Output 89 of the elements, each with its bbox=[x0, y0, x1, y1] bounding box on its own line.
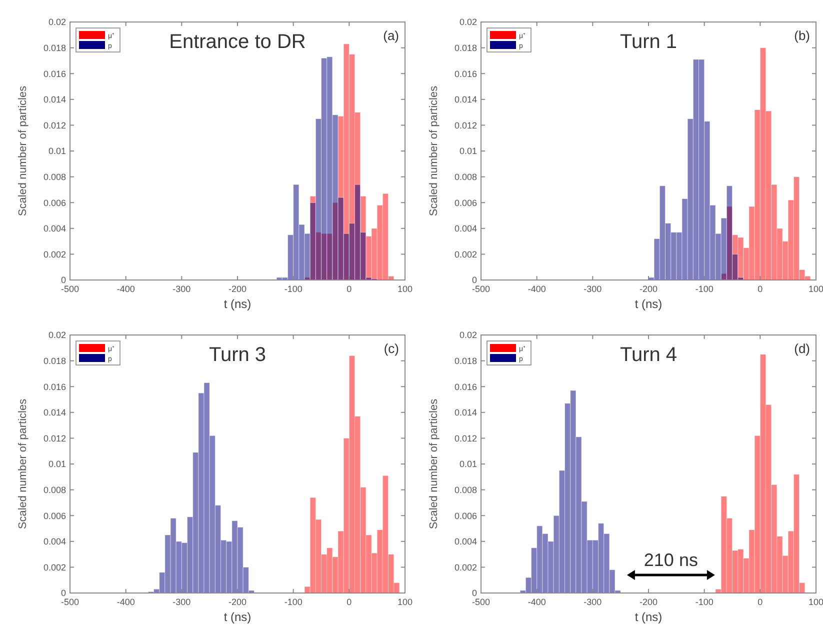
y-tick-label: 0.018 bbox=[454, 356, 477, 366]
annotation: (d) bbox=[794, 341, 810, 356]
y-tick-label: 0.012 bbox=[454, 120, 477, 130]
x-tick-label: 100 bbox=[808, 284, 823, 294]
annotation: (c) bbox=[384, 341, 399, 356]
y-axis-title: Scaled number of particles bbox=[17, 85, 29, 216]
x-tick-label: -500 bbox=[472, 284, 490, 294]
y-tick-label: 0.002 bbox=[454, 562, 477, 572]
x-axis-title: t (ns) bbox=[224, 610, 252, 624]
x-tick-label: 100 bbox=[397, 597, 413, 607]
y-tick-label: 0.004 bbox=[43, 536, 66, 547]
y-tick-label: 0.006 bbox=[454, 510, 477, 521]
y-tick-label: 0.02 bbox=[459, 17, 477, 28]
y-tick-label: 0.012 bbox=[454, 433, 477, 444]
y-tick-label: 0.016 bbox=[454, 382, 477, 392]
x-tick-label: -400 bbox=[116, 284, 135, 294]
y-tick-label: 0.01 bbox=[459, 459, 477, 470]
x-tick-label: 0 bbox=[758, 597, 763, 607]
y-axis-title: Scaled number of particles bbox=[428, 398, 440, 530]
x-tick-label: -500 bbox=[472, 597, 490, 607]
text: Turn 3 bbox=[208, 344, 266, 366]
x-tick-label: 0 bbox=[758, 284, 763, 294]
x-tick-label: -400 bbox=[528, 284, 546, 294]
y-tick-label: 0.012 bbox=[43, 433, 66, 444]
x-tick-label: -500 bbox=[60, 284, 80, 294]
y-tick-label: 0.004 bbox=[43, 224, 66, 234]
y-tick-label: 0.006 bbox=[43, 510, 66, 521]
y-tick-label: 0.016 bbox=[43, 68, 66, 79]
y-tick-label: 0.002 bbox=[43, 562, 66, 572]
x-tick-label: -500 bbox=[60, 597, 80, 607]
y-tick-label: 0.014 bbox=[454, 94, 477, 105]
y-tick-label: 0.008 bbox=[43, 172, 66, 182]
y-tick-label: 0 bbox=[472, 588, 477, 598]
x-tick-label: -400 bbox=[116, 597, 135, 607]
y-tick-label: 0.008 bbox=[43, 484, 66, 495]
annotation: (b) bbox=[794, 28, 810, 43]
y-tick-label: 0.004 bbox=[454, 536, 477, 547]
y-tick-label: 0.012 bbox=[43, 120, 66, 130]
x-tick-label: -200 bbox=[228, 284, 247, 294]
y-tick-label: 0 bbox=[60, 275, 66, 286]
y-tick-label: 0.01 bbox=[48, 459, 66, 470]
y-tick-label: 0.02 bbox=[459, 330, 477, 340]
y-tick-label: 0.002 bbox=[454, 249, 477, 260]
x-tick-label: -400 bbox=[528, 597, 546, 607]
x-tick-label: -300 bbox=[584, 284, 602, 294]
x-tick-label: -300 bbox=[584, 597, 602, 607]
y-tick-label: 0.008 bbox=[454, 172, 477, 182]
x-tick-label: -100 bbox=[284, 597, 302, 607]
x-tick-label: -300 bbox=[172, 284, 191, 294]
annotation: (a) bbox=[383, 28, 399, 43]
x-axis-title: t (ns) bbox=[634, 610, 662, 624]
y-tick-label: 0.018 bbox=[454, 42, 477, 53]
y-tick-label: 0.016 bbox=[454, 68, 477, 79]
y-tick-label: 0 bbox=[472, 275, 477, 286]
y-tick-label: 0.018 bbox=[43, 42, 66, 53]
y-axis-title: Scaled number of particles bbox=[428, 85, 440, 216]
text: Turn 4 bbox=[620, 344, 678, 366]
y-tick-label: 0.014 bbox=[43, 408, 66, 418]
y-tick-label: 0.02 bbox=[48, 17, 66, 28]
y-axis-title: Scaled number of particles bbox=[17, 398, 29, 530]
y-tick-label: 0.018 bbox=[43, 356, 66, 366]
chart-title: Entrance to DR bbox=[169, 31, 306, 53]
y-tick-label: 0.006 bbox=[454, 198, 477, 208]
x-tick-label: -200 bbox=[639, 284, 658, 294]
y-tick-label: 0.004 bbox=[454, 224, 477, 234]
x-axis-title: t (ns) bbox=[634, 297, 662, 311]
y-tick-label: 0.002 bbox=[43, 249, 66, 260]
x-tick-label: 100 bbox=[397, 284, 413, 294]
x-axis-title: t (ns) bbox=[224, 297, 252, 311]
annotation: 210 ns bbox=[644, 550, 698, 570]
x-tick-label: 0 bbox=[346, 597, 352, 607]
y-tick-label: 0.01 bbox=[48, 146, 66, 156]
y-tick-label: 0.02 bbox=[48, 330, 66, 340]
x-tick-label: -100 bbox=[695, 597, 714, 607]
y-tick-label: 0.01 bbox=[459, 146, 477, 156]
y-tick-label: 0.006 bbox=[43, 198, 66, 208]
chart-title: Turn 1 bbox=[620, 31, 678, 53]
x-tick-label: -200 bbox=[639, 597, 658, 607]
x-tick-label: -200 bbox=[228, 597, 247, 607]
y-tick-label: 0.014 bbox=[43, 94, 66, 105]
y-tick-label: 0.008 bbox=[454, 484, 477, 495]
y-tick-label: 0.014 bbox=[454, 408, 477, 418]
x-tick-label: -300 bbox=[172, 597, 191, 607]
y-tick-label: 0 bbox=[60, 588, 66, 598]
x-tick-label: 100 bbox=[808, 597, 823, 607]
y-tick-label: 0.016 bbox=[43, 382, 66, 392]
x-tick-label: -100 bbox=[284, 284, 302, 294]
x-tick-label: 0 bbox=[346, 284, 352, 294]
x-tick-label: -100 bbox=[695, 284, 714, 294]
